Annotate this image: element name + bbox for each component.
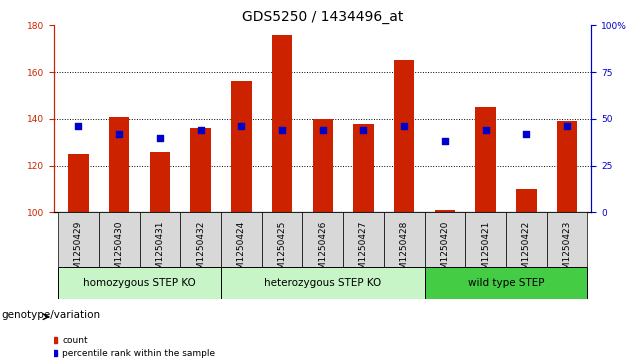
Point [277,127,287,133]
Point [155,135,165,140]
Text: GSM1250423: GSM1250423 [563,220,572,281]
Bar [466,212,506,267]
Text: GSM1250427: GSM1250427 [359,220,368,281]
Bar [261,212,302,267]
Bar [394,61,415,212]
Text: GSM1250424: GSM1250424 [237,220,246,281]
Point [522,131,532,137]
Bar [476,107,496,212]
Point [114,131,124,137]
Point [318,127,328,133]
Bar [547,212,588,267]
Bar [506,212,547,267]
Bar [139,212,180,267]
Text: GSM1250421: GSM1250421 [481,220,490,281]
Text: GSM1250420: GSM1250420 [440,220,450,281]
Bar [221,267,425,299]
Text: heterozygous STEP KO: heterozygous STEP KO [264,278,382,288]
Bar [68,154,88,212]
Point [481,127,491,133]
Bar [180,212,221,267]
Bar [384,212,425,267]
Bar [58,212,99,267]
Point [73,123,83,129]
Bar [425,267,588,299]
Text: percentile rank within the sample: percentile rank within the sample [62,348,215,358]
Bar [516,189,537,212]
Bar [231,81,251,212]
Bar [58,267,221,299]
Text: GSM1250431: GSM1250431 [155,220,165,281]
Point [399,123,410,129]
Text: GSM1250432: GSM1250432 [196,220,205,281]
Point [195,127,205,133]
Bar [435,210,455,212]
Bar [109,117,129,212]
Bar [343,212,384,267]
Text: GSM1250428: GSM1250428 [399,220,409,281]
Text: count: count [62,336,88,345]
Text: wild type STEP: wild type STEP [467,278,544,288]
Text: GSM1250426: GSM1250426 [318,220,328,281]
Point [236,123,246,129]
Bar [312,119,333,212]
Bar [190,128,211,212]
Bar [221,212,261,267]
Point [562,123,572,129]
Title: GDS5250 / 1434496_at: GDS5250 / 1434496_at [242,11,403,24]
Text: GSM1250425: GSM1250425 [277,220,287,281]
Bar [354,123,374,212]
Bar [272,35,292,212]
Text: homozygous STEP KO: homozygous STEP KO [83,278,196,288]
Text: GSM1250430: GSM1250430 [114,220,123,281]
Text: genotype/variation: genotype/variation [1,310,100,320]
Point [359,127,369,133]
Bar [99,212,139,267]
Text: GSM1250422: GSM1250422 [522,220,531,281]
Text: GSM1250429: GSM1250429 [74,220,83,281]
Bar [302,212,343,267]
Point [440,138,450,144]
Bar [149,152,170,212]
Bar [425,212,466,267]
Bar [557,121,577,212]
